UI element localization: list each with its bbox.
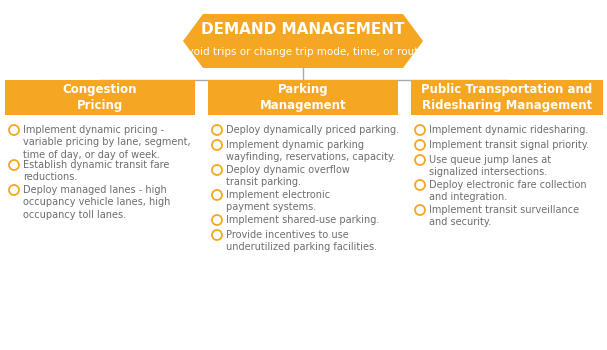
- Text: Provide incentives to use
underutilized parking facilities.: Provide incentives to use underutilized …: [226, 230, 377, 252]
- Text: Congestion
Pricing: Congestion Pricing: [63, 84, 137, 112]
- Text: Establish dynamic transit fare
reductions.: Establish dynamic transit fare reduction…: [23, 160, 169, 182]
- Text: Deploy dynamic overflow
transit parking.: Deploy dynamic overflow transit parking.: [226, 165, 350, 187]
- Text: Implement dynamic ridesharing.: Implement dynamic ridesharing.: [429, 125, 588, 135]
- Text: Implement electronic
payment systems.: Implement electronic payment systems.: [226, 190, 330, 212]
- FancyBboxPatch shape: [411, 80, 603, 115]
- Text: Avoid trips or change trip mode, time, or route: Avoid trips or change trip mode, time, o…: [181, 47, 425, 57]
- Text: Deploy managed lanes - high
occupancy vehicle lanes, high
occupancy toll lanes.: Deploy managed lanes - high occupancy ve…: [23, 185, 171, 220]
- Text: Public Transportation and
Ridesharing Management: Public Transportation and Ridesharing Ma…: [421, 84, 592, 112]
- Text: Parking
Management: Parking Management: [260, 84, 347, 112]
- Text: Implement transit signal priority.: Implement transit signal priority.: [429, 140, 589, 150]
- Text: Use queue jump lanes at
signalized intersections.: Use queue jump lanes at signalized inter…: [429, 155, 551, 177]
- Text: Implement dynamic parking
wayfinding, reservations, capacity.: Implement dynamic parking wayfinding, re…: [226, 140, 395, 162]
- Text: Deploy dynamically priced parking.: Deploy dynamically priced parking.: [226, 125, 399, 135]
- Text: Implement dynamic pricing -
variable pricing by lane, segment,
time of day, or d: Implement dynamic pricing - variable pri…: [23, 125, 191, 160]
- FancyBboxPatch shape: [208, 80, 398, 115]
- FancyBboxPatch shape: [5, 80, 195, 115]
- Text: Deploy electronic fare collection
and integration.: Deploy electronic fare collection and in…: [429, 180, 586, 202]
- Text: Implement shared-use parking.: Implement shared-use parking.: [226, 215, 379, 225]
- Polygon shape: [183, 14, 423, 68]
- Text: Implement transit surveillance
and security.: Implement transit surveillance and secur…: [429, 205, 579, 228]
- Text: DEMAND MANAGEMENT: DEMAND MANAGEMENT: [202, 22, 405, 37]
